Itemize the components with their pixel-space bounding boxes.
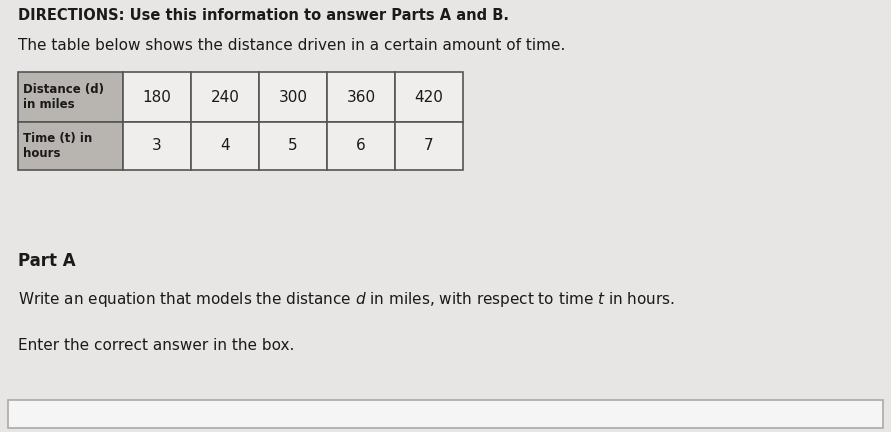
Text: 7: 7 (424, 139, 434, 153)
Text: DIRECTIONS: Use this information to answer Parts A and B.: DIRECTIONS: Use this information to answ… (18, 8, 509, 23)
Text: Part A: Part A (18, 252, 76, 270)
Bar (191, 122, 259, 170)
Bar (8, 400, 883, 428)
Text: 240: 240 (210, 89, 240, 105)
Bar (123, 122, 191, 170)
Text: 6: 6 (356, 139, 366, 153)
Text: 420: 420 (414, 89, 444, 105)
Bar (18, 72, 123, 122)
Bar (327, 122, 395, 170)
Text: Enter the correct answer in the box.: Enter the correct answer in the box. (18, 338, 294, 353)
Bar (395, 72, 463, 122)
Bar (395, 122, 463, 170)
Text: 5: 5 (288, 139, 298, 153)
Text: Time (t) in
hours: Time (t) in hours (23, 132, 93, 160)
Text: The table below shows the distance driven in a certain amount of time.: The table below shows the distance drive… (18, 38, 566, 53)
Bar (259, 72, 327, 122)
Text: 3: 3 (152, 139, 162, 153)
Text: 4: 4 (220, 139, 230, 153)
Bar (18, 122, 123, 170)
Text: Distance (d)
in miles: Distance (d) in miles (23, 83, 104, 111)
Bar (191, 72, 259, 122)
Text: 360: 360 (347, 89, 376, 105)
Text: 300: 300 (279, 89, 307, 105)
Text: 180: 180 (143, 89, 171, 105)
Bar (259, 122, 327, 170)
Bar (123, 72, 191, 122)
Bar (327, 72, 395, 122)
Text: Write an equation that models the distance $d$ in miles, with respect to time $t: Write an equation that models the distan… (18, 290, 675, 309)
